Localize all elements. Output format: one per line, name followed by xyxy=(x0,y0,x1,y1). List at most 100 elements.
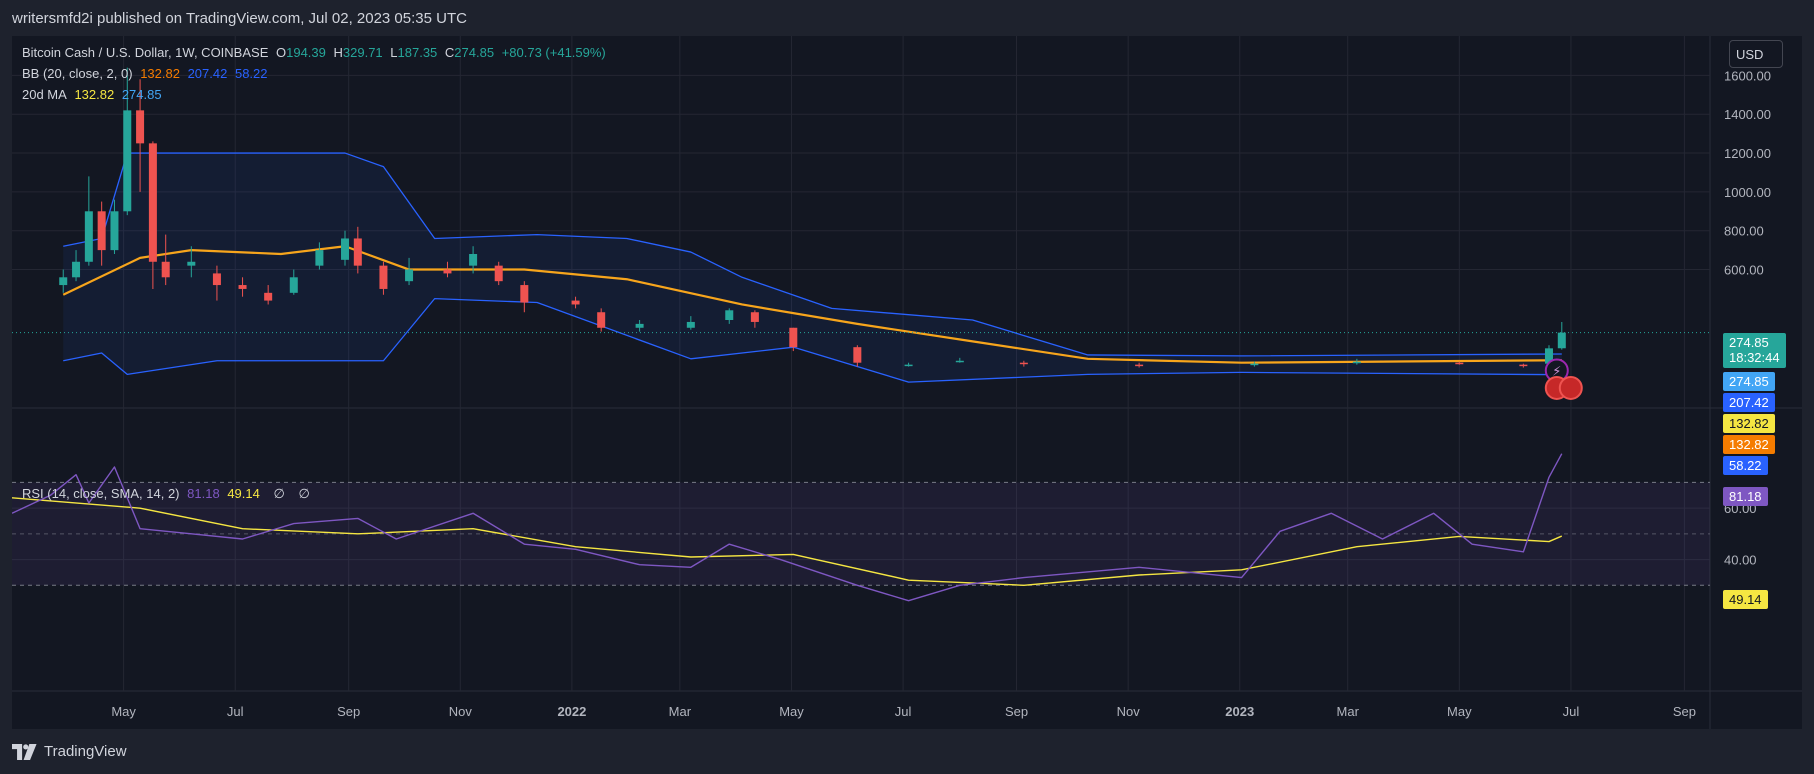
candle-body xyxy=(750,312,759,322)
bb-value-lower: 58.22 xyxy=(234,66,268,81)
ma-legend: 20d MA 132.82 274.85 xyxy=(22,87,166,102)
time-tick-label: May xyxy=(779,704,804,719)
bb-lower-label: 58.22 xyxy=(1723,456,1768,475)
bb-legend: BB (20, close, 2, 0) 132.82 207.42 58.22 xyxy=(22,66,272,81)
candle-body xyxy=(1019,362,1028,365)
tradingview-logo[interactable]: TradingView xyxy=(12,743,127,760)
candle-body xyxy=(405,269,414,282)
chart-frame[interactable]: 1600.00 1400.00 1200.00 1000.00 800.00 600.00… xyxy=(11,36,1802,729)
event-flash-glyph: ⚡ xyxy=(1552,363,1561,378)
candle-body xyxy=(264,292,273,301)
time-tick-label: 2022 xyxy=(557,704,586,719)
candle-body xyxy=(443,269,452,274)
candle-body xyxy=(123,110,132,212)
close-label: C xyxy=(444,45,455,60)
last-price-value: 274.85 xyxy=(1729,335,1769,350)
candle-body xyxy=(904,364,913,367)
bb-fill xyxy=(63,153,1562,383)
open-value: 194.39 xyxy=(286,45,326,60)
candle-body xyxy=(494,265,503,282)
rsi-ma-value: 49.14 xyxy=(227,486,260,501)
time-tick-label: Jul xyxy=(227,704,244,719)
bar-countdown: 18:32:44 xyxy=(1729,350,1780,365)
candle-body xyxy=(59,277,68,286)
candle-body xyxy=(110,211,119,251)
candle-body xyxy=(520,285,529,303)
ma-label: 20d MA xyxy=(22,87,67,102)
rsi-axis-label: 81.18 xyxy=(1723,487,1768,506)
candle-body xyxy=(84,211,93,262)
price-tick-label: 1600.00 xyxy=(1724,68,1771,83)
low-value: 187.35 xyxy=(397,45,438,60)
candle-body xyxy=(238,285,247,289)
candle-body xyxy=(635,323,644,328)
candle-body xyxy=(853,347,862,363)
top-bar: writersmfd2i published on TradingView.co… xyxy=(0,0,1814,36)
candle-body xyxy=(161,261,170,278)
bb-value-basis: 132.82 xyxy=(140,66,180,81)
candle-body xyxy=(212,273,221,286)
candle-body xyxy=(97,211,106,251)
high-value: 329.71 xyxy=(342,45,383,60)
ma-blue-label: 274.85 xyxy=(1723,372,1775,391)
change-value: +80.73 (+41.59%) xyxy=(501,45,606,60)
time-tick-label: Jul xyxy=(895,704,912,719)
candle-body xyxy=(1352,361,1361,364)
price-tick-label: 1200.00 xyxy=(1724,146,1771,161)
time-tick-label: Sep xyxy=(337,704,360,719)
ma-orange-line xyxy=(62,245,1562,364)
rsi-empty-1: ∅ xyxy=(273,486,285,501)
chart-svg[interactable]: 1600.00 1400.00 1200.00 1000.00 800.00 600.00… xyxy=(11,36,1802,729)
rsi-ma-line xyxy=(11,497,1563,586)
time-tick-label: Nov xyxy=(1117,704,1141,719)
time-tick-label: Sep xyxy=(1673,704,1696,719)
price-tick-label: 1400.00 xyxy=(1724,107,1771,122)
ma-yellow-label: 132.82 xyxy=(1723,414,1775,433)
ma-orange-label: 132.82 xyxy=(1723,435,1775,454)
candle-body xyxy=(353,238,362,266)
bottom-bar xyxy=(0,729,1814,774)
bb-upper-label: 207.42 xyxy=(1723,393,1775,412)
candle-body xyxy=(136,110,145,144)
candle-body xyxy=(725,310,734,320)
tradingview-logo-icon xyxy=(12,743,37,760)
candle-body xyxy=(1557,332,1566,349)
rsi-label: RSI (14, close, SMA, 14, 2) xyxy=(22,486,180,501)
time-tick-label: May xyxy=(111,704,136,719)
rsi-line xyxy=(11,453,1563,602)
candle-body xyxy=(789,327,798,348)
candle-body xyxy=(686,321,695,328)
us-flag-icon xyxy=(1558,375,1583,400)
last-price-label: 274.85 18:32:44 xyxy=(1723,333,1786,368)
time-tick-label: May xyxy=(1447,704,1472,719)
candle-body xyxy=(955,360,964,363)
candle-body xyxy=(289,277,298,293)
rsi-ma-axis-label: 49.14 xyxy=(1723,590,1768,609)
price-tick-label: 800.00 xyxy=(1724,224,1764,239)
tradingview-brand: TradingView xyxy=(44,743,127,760)
bb-lower-line xyxy=(63,297,1562,383)
symbol-legend: Bitcoin Cash / U.S. Dollar, 1W, COINBASE… xyxy=(22,45,610,60)
high-label: H xyxy=(333,45,343,60)
ma-value-1: 132.82 xyxy=(74,87,115,102)
bb-label: BB (20, close, 2, 0) xyxy=(22,66,133,81)
candle-body xyxy=(1455,362,1464,365)
candle-body xyxy=(1250,363,1259,366)
time-tick-label: Nov xyxy=(449,704,473,719)
candle-body xyxy=(315,250,324,266)
currency-selector[interactable]: USD xyxy=(1729,40,1783,68)
ma-value-2: 274.85 xyxy=(121,87,162,102)
bb-upper-line xyxy=(63,152,1562,357)
candle-body xyxy=(341,238,350,260)
close-value: 274.85 xyxy=(454,45,495,60)
time-tick-label: Sep xyxy=(1005,704,1028,719)
candle-body xyxy=(187,261,196,266)
candle-body xyxy=(571,300,580,305)
low-label: L xyxy=(390,45,398,60)
price-tick-label: 1000.00 xyxy=(1724,185,1771,200)
candle-body xyxy=(597,312,606,328)
rsi-legend: RSI (14, close, SMA, 14, 2) 81.18 49.14 … xyxy=(22,486,314,502)
bb-value-upper: 207.42 xyxy=(187,66,228,81)
rsi-empty-2: ∅ xyxy=(298,486,310,501)
time-tick-label: Mar xyxy=(669,704,692,719)
